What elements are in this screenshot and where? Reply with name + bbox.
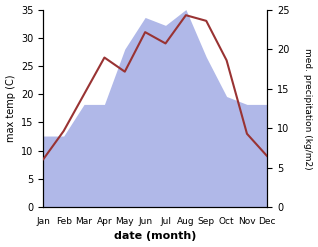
Y-axis label: max temp (C): max temp (C) <box>5 75 16 142</box>
Y-axis label: med. precipitation (kg/m2): med. precipitation (kg/m2) <box>303 48 313 169</box>
X-axis label: date (month): date (month) <box>114 231 197 242</box>
